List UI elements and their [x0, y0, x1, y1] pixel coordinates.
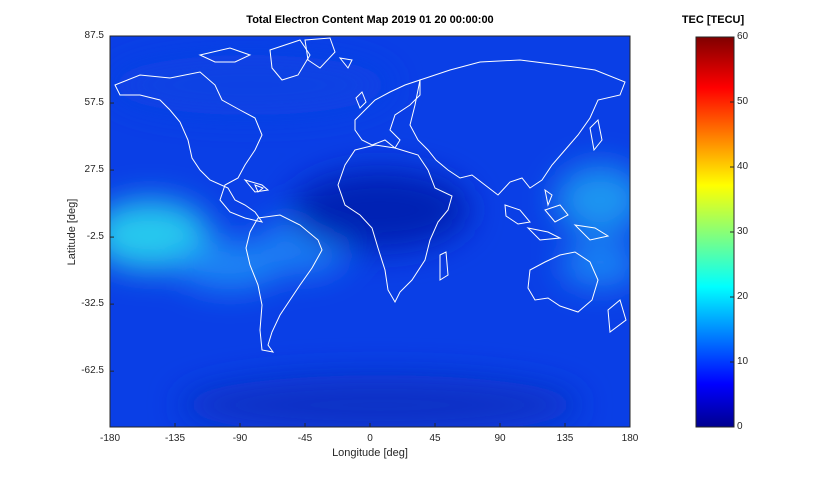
x-tick-label: -45: [285, 433, 325, 444]
x-tick-label: 0: [350, 433, 390, 444]
y-tick-label: 57.5: [50, 97, 104, 108]
colorbar-tick-label: 20: [737, 291, 748, 302]
y-tick-label: -32.5: [50, 298, 104, 309]
colorbar-tick-label: 10: [737, 356, 748, 367]
colorbar-tick-label: 0: [737, 421, 743, 432]
x-tick-label: -90: [220, 433, 260, 444]
x-tick-label: 135: [545, 433, 585, 444]
colorbar: [696, 37, 734, 427]
colorbar-tick-label: 60: [737, 31, 748, 42]
x-tick-label: -180: [90, 433, 130, 444]
x-tick-label: 90: [480, 433, 520, 444]
y-tick-label: -62.5: [50, 365, 104, 376]
colorbar-tick-label: 50: [737, 96, 748, 107]
colorbar-tick-label: 30: [737, 226, 748, 237]
x-tick-label: 45: [415, 433, 455, 444]
heatmap-layer: [90, 36, 645, 435]
x-tick-label: -135: [155, 433, 195, 444]
y-tick-label: 27.5: [50, 164, 104, 175]
x-tick-label: 180: [610, 433, 650, 444]
colorbar-tick-label: 40: [737, 161, 748, 172]
y-tick-label: -2.5: [50, 231, 104, 242]
y-tick-label: 87.5: [50, 30, 104, 41]
